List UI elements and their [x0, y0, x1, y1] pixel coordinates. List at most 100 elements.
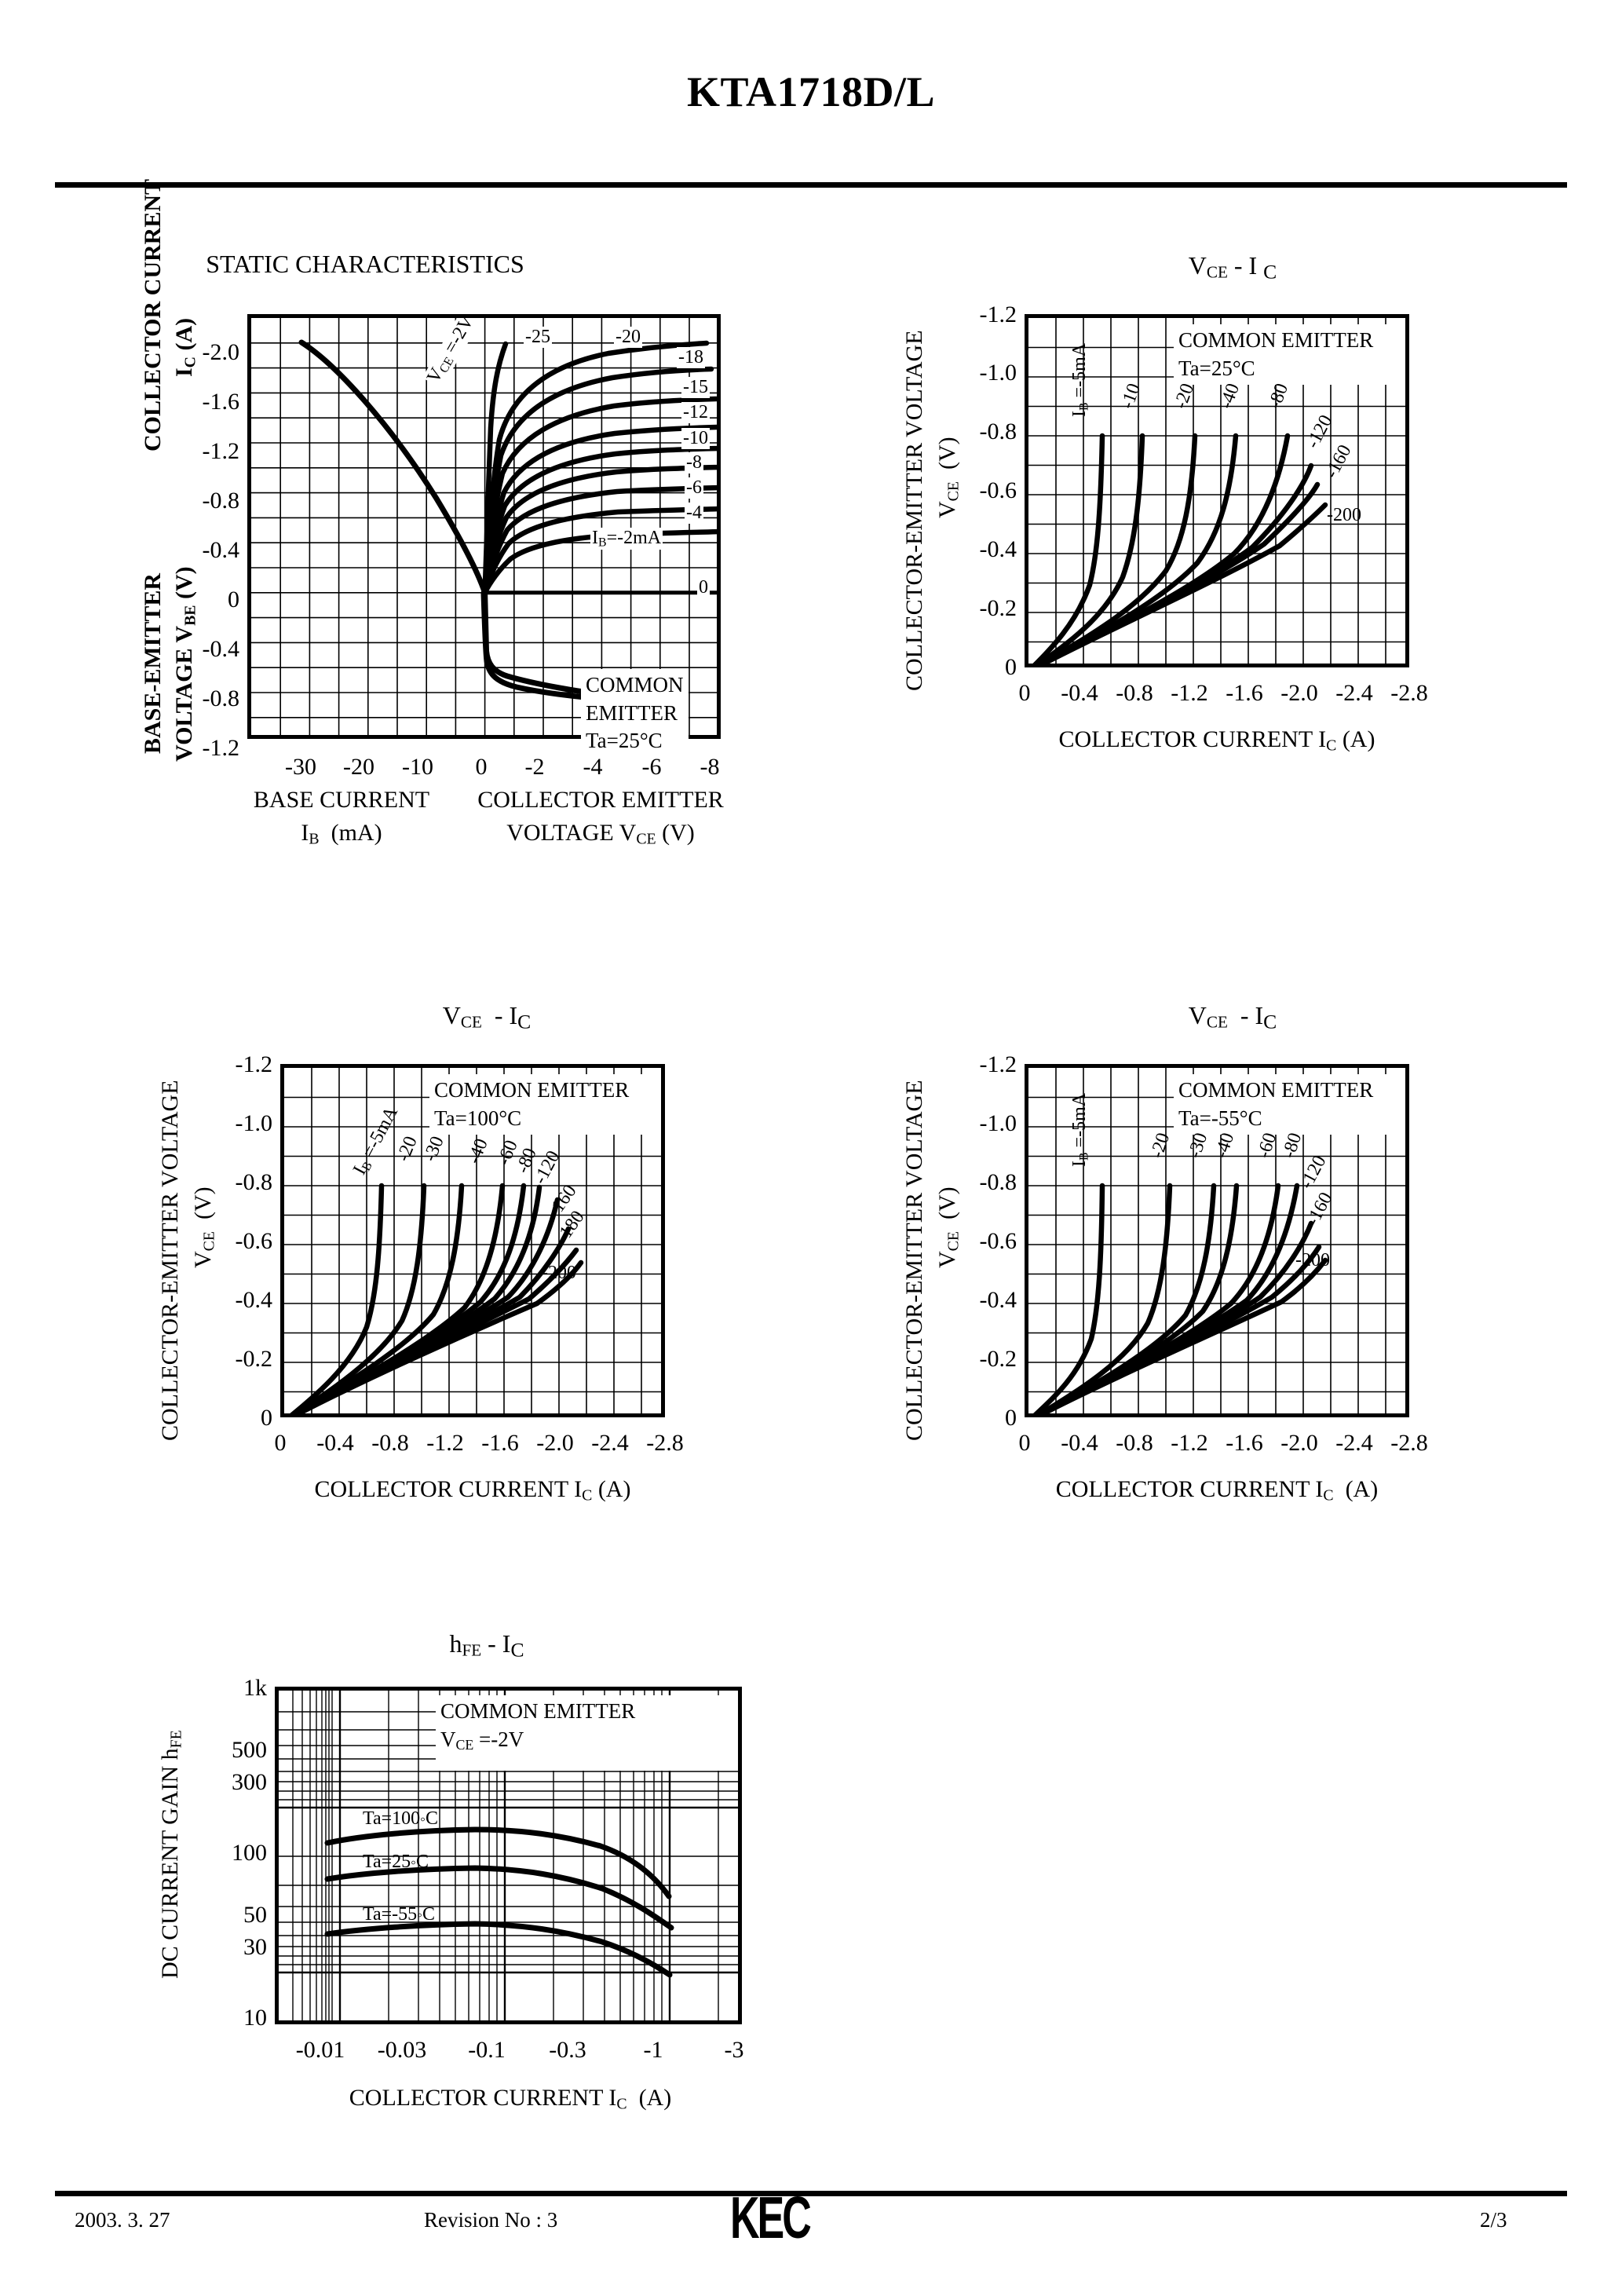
y-tick: -0.4: [979, 536, 1017, 562]
y-tick: 0: [1005, 654, 1017, 680]
y-tick: -0.6: [235, 1228, 273, 1254]
chart-note: COMMON EMITTER Ta=25°C: [1174, 324, 1405, 386]
x-tick: -2.8: [646, 1430, 684, 1456]
y-tick: -1.6: [202, 389, 240, 415]
y-axis-label: COLLECTOR-EMITTER VOLTAGE: [901, 330, 927, 691]
y-tick: -1.2: [202, 735, 240, 761]
y-tick: 30: [243, 1934, 267, 1960]
x-tick: 0: [1018, 680, 1031, 706]
x-tick: -1: [643, 2037, 663, 2063]
plot-area: COMMON EMITTER Ta=100°C IB =-5mA -20 -30…: [280, 1064, 665, 1417]
curve-label: -200: [542, 1263, 576, 1283]
curve-label: -6: [685, 477, 703, 499]
note-line: COMMON EMITTER: [1178, 1078, 1374, 1102]
y-axis-label: COLLECTOR-EMITTER VOLTAGE: [901, 1080, 927, 1441]
footer-page-number: 2/3: [1480, 2208, 1507, 2232]
x-tick: -1.6: [1226, 1430, 1263, 1456]
x-tick: -2.8: [1390, 680, 1428, 706]
x-axis-label-ib-units: IB (mA): [301, 820, 382, 848]
x-axis-label: COLLECTOR CURRENT IC (A): [1058, 726, 1375, 755]
header-divider: [55, 182, 1567, 188]
x-tick: -6: [641, 754, 662, 780]
y-tick: -0.6: [979, 1228, 1017, 1254]
x-tick: -20: [343, 754, 374, 780]
y-tick: 0: [261, 1405, 272, 1431]
x-axis-label: COLLECTOR CURRENT IC (A): [314, 1476, 631, 1504]
plot-area: VCE =-2V: [247, 314, 721, 739]
chart-note: COMMON EMITTER Ta=-55°C: [1174, 1074, 1405, 1135]
x-tick: -2: [524, 754, 545, 780]
x-axis-label-collector-emitter: COLLECTOR EMITTER: [477, 787, 724, 813]
y-tick: -0.8: [202, 488, 240, 514]
x-tick: 0: [1018, 1430, 1031, 1456]
x-tick: -2.4: [1335, 1430, 1373, 1456]
y-tick: 50: [243, 1902, 267, 1928]
curve-label-ta25: Ta=25◦C: [363, 1852, 429, 1872]
y-tick: -1.0: [235, 1110, 273, 1136]
note-line-vce: VCE =-2V: [440, 1727, 524, 1753]
chart-note: COMMON EMITTER Ta=25°C: [581, 669, 689, 758]
x-tick: 0: [475, 754, 488, 780]
curve-ta-100: [324, 1826, 672, 1899]
y-tick: -1.0: [979, 1110, 1017, 1136]
x-tick: -1.2: [1171, 680, 1208, 706]
curve-ta-m55: [324, 1921, 673, 1978]
chart-note: COMMON EMITTER VCE =-2V: [436, 1695, 738, 1771]
x-tick: -3: [724, 2037, 744, 2063]
x-tick: -30: [285, 754, 316, 780]
y-tick: -0.8: [202, 686, 240, 711]
y-tick: -0.2: [979, 595, 1017, 621]
note-line: COMMON EMITTER: [1178, 328, 1374, 352]
x-tick: -2.8: [1390, 1430, 1428, 1456]
x-tick: -2.0: [536, 1430, 574, 1456]
y-axis-label-collector-current: COLLECTOR CURRENT: [140, 178, 166, 452]
curve-label: -200: [1327, 505, 1361, 525]
y-tick: 0: [1005, 1405, 1017, 1431]
footer-revision: Revision No : 3: [424, 2208, 558, 2232]
page-title: KTA1718D/L: [686, 68, 936, 115]
curve-label: -12: [681, 402, 710, 423]
note-line: COMMON EMITTER: [434, 1078, 630, 1102]
chart-note: COMMON EMITTER Ta=100°C: [429, 1074, 661, 1135]
x-tick: 0: [274, 1430, 287, 1456]
y-tick: -0.8: [979, 419, 1017, 444]
curve-label-tam55: Ta=-55◦C: [363, 1904, 435, 1925]
y-tick: 100: [232, 1840, 267, 1866]
x-tick: -2.4: [591, 1430, 629, 1456]
x-axis-label: COLLECTOR CURRENT IC (A): [349, 2085, 672, 2113]
curve-label-ta100: Ta=100◦C: [363, 1808, 438, 1829]
x-tick: -2.0: [1280, 1430, 1318, 1456]
y-axis-label-base-emitter: BASE-EMITTER: [140, 572, 166, 754]
footer-date: 2003. 3. 27: [75, 2208, 170, 2232]
note-line: Ta=25°C: [1178, 356, 1255, 380]
y-tick: 10: [243, 2005, 267, 2031]
x-tick: -0.1: [468, 2037, 506, 2063]
curve-ta-25: [324, 1865, 674, 1931]
x-tick: -0.03: [377, 2037, 427, 2063]
y-tick: -0.4: [979, 1287, 1017, 1313]
y-tick: -1.2: [202, 438, 240, 464]
y-tick: -1.2: [979, 302, 1017, 327]
note-line: COMMON EMITTER: [440, 1699, 636, 1723]
x-tick: -0.4: [316, 1430, 354, 1456]
y-tick: -1.0: [979, 360, 1017, 386]
footer-divider: [55, 2191, 1567, 2196]
curve-label: 0: [697, 577, 710, 598]
y-tick: 1k: [243, 1675, 267, 1701]
y-tick: -0.6: [979, 477, 1017, 503]
x-tick: -10: [402, 754, 433, 780]
curve-label: -4: [685, 503, 703, 524]
y-tick: 300: [232, 1769, 267, 1795]
x-tick: -1.2: [1171, 1430, 1208, 1456]
x-tick: -4: [583, 754, 603, 780]
y-tick: 500: [232, 1737, 267, 1763]
x-tick: -0.4: [1061, 1430, 1098, 1456]
brand-logo: KEC: [730, 2185, 812, 2252]
chart-title: VCE - IC: [1188, 1001, 1277, 1033]
plot-area: COMMON EMITTER Ta=-55°C IB =-5mA -20 -30…: [1025, 1064, 1409, 1417]
plot-area: COMMON EMITTER VCE =-2V Ta=100◦C Ta=25◦C…: [275, 1687, 742, 2024]
y-tick: -0.2: [235, 1346, 273, 1372]
y-axis-label: DC CURRENT GAIN hFE: [157, 1730, 185, 1979]
x-tick: -0.8: [371, 1430, 409, 1456]
y-tick: -0.2: [979, 1346, 1017, 1372]
